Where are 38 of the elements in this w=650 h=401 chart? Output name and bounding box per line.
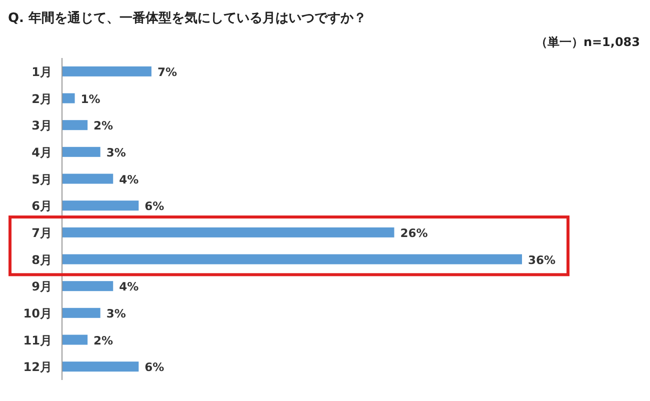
y-tick-label: 6月 bbox=[32, 199, 52, 214]
bar bbox=[62, 120, 88, 130]
bar bbox=[62, 200, 139, 211]
bar bbox=[62, 362, 139, 372]
data-label: 3% bbox=[106, 306, 126, 320]
y-tick-label: 9月 bbox=[32, 280, 52, 294]
data-label: 4% bbox=[119, 280, 140, 294]
y-tick-label: 10月 bbox=[23, 306, 52, 320]
bar bbox=[62, 174, 114, 184]
bar bbox=[62, 254, 522, 264]
data-label: 1% bbox=[80, 92, 101, 106]
data-label: 36% bbox=[528, 252, 556, 267]
data-label: 3% bbox=[106, 145, 126, 160]
data-label: 6% bbox=[144, 199, 165, 214]
data-label: 2% bbox=[94, 118, 114, 133]
chart-title: Q. 年間を通じて、一番体型を気にしている月はいつですか？ bbox=[8, 10, 367, 26]
y-tick-label: 3月 bbox=[32, 118, 52, 133]
y-tick-label: 2月 bbox=[32, 92, 52, 106]
bar bbox=[62, 93, 75, 104]
y-tick-label: 8月 bbox=[32, 252, 52, 267]
bar bbox=[62, 334, 88, 345]
data-label: 4% bbox=[119, 172, 140, 186]
bar bbox=[62, 146, 100, 157]
y-tick-label: 4月 bbox=[32, 145, 52, 160]
y-tick-label: 11月 bbox=[23, 333, 52, 348]
data-label: 2% bbox=[94, 333, 114, 348]
y-tick-label: 1月 bbox=[32, 64, 52, 79]
y-tick-label: 12月 bbox=[23, 360, 52, 374]
bar bbox=[62, 227, 394, 238]
data-label: 7% bbox=[157, 64, 178, 79]
bar bbox=[62, 281, 114, 292]
data-label: 6% bbox=[144, 360, 165, 374]
y-tick-label: 5月 bbox=[32, 172, 52, 186]
data-label: 26% bbox=[400, 226, 428, 240]
bar bbox=[62, 66, 152, 76]
y-tick-label: 7月 bbox=[32, 226, 52, 240]
bar bbox=[62, 308, 100, 318]
text: （単一）n=1,083 bbox=[535, 35, 640, 49]
